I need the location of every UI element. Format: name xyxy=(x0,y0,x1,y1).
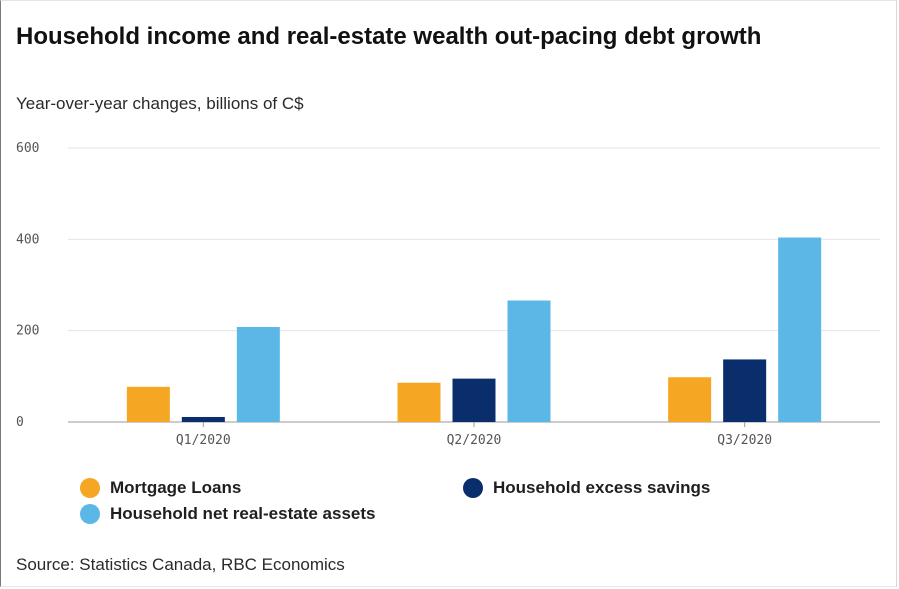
legend-item-household-net-real-estate-assets: Household net real-estate assets xyxy=(80,504,375,524)
bar-mortgage-loans-q1-2020 xyxy=(126,386,170,422)
legend-label-household-net-real-estate-assets: Household net real-estate assets xyxy=(110,504,376,523)
legend: Mortgage Loans Household excess savings … xyxy=(80,478,840,534)
bar-household-excess-savings-q2-2020 xyxy=(452,378,496,422)
x-tick-label-q3-2020: Q3/2020 xyxy=(717,433,772,448)
x-tick-label-q2-2020: Q2/2020 xyxy=(447,433,502,448)
y-tick-label-400: 400 xyxy=(16,232,39,247)
source-note: Source: Statistics Canada, RBC Economics xyxy=(16,555,345,574)
bar-household-net-real-estate-assets-q3-2020 xyxy=(778,237,822,422)
bar-mortgage-loans-q3-2020 xyxy=(668,377,712,422)
legend-label-mortgage-loans: Mortgage Loans xyxy=(110,478,242,497)
chart-title: Household income and real-estate wealth … xyxy=(16,23,762,50)
chart-subtitle: Year-over-year changes, billions of C$ xyxy=(16,94,304,113)
bar-household-excess-savings-q1-2020 xyxy=(181,416,225,422)
bar-chart: 0 200 400 600 Q1/2020 Q2/2020 Q3/2020 xyxy=(16,141,880,448)
bar-household-net-real-estate-assets-q1-2020 xyxy=(236,327,280,422)
x-tick-label-q1-2020: Q1/2020 xyxy=(176,433,231,448)
bar-household-excess-savings-q3-2020 xyxy=(723,359,767,422)
legend-item-mortgage-loans: Mortgage Loans xyxy=(80,478,241,498)
legend-label-household-excess-savings: Household excess savings xyxy=(493,478,711,497)
legend-swatch-mortgage-loans xyxy=(80,478,100,498)
y-tick-label-600: 600 xyxy=(16,141,39,156)
legend-item-household-excess-savings: Household excess savings xyxy=(463,478,710,498)
y-tick-label-0: 0 xyxy=(16,415,24,430)
legend-swatch-household-excess-savings xyxy=(463,478,483,498)
bar-household-net-real-estate-assets-q2-2020 xyxy=(507,300,551,422)
legend-swatch-household-net-real-estate-assets xyxy=(80,504,100,524)
y-tick-label-200: 200 xyxy=(16,324,39,339)
bar-mortgage-loans-q2-2020 xyxy=(397,382,441,422)
